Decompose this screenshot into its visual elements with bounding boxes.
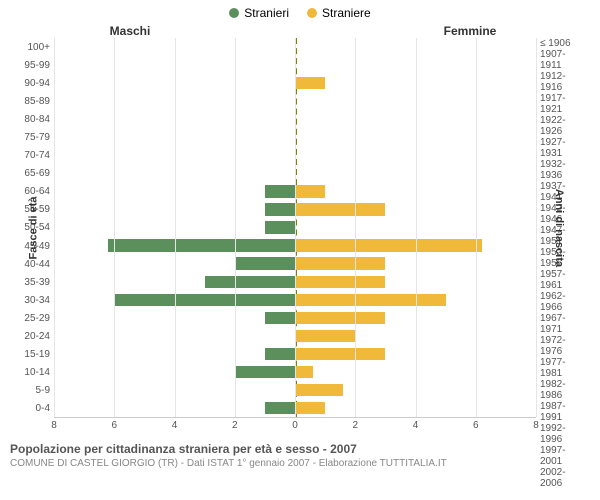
bar-female: [295, 384, 343, 396]
bar-female: [295, 348, 385, 360]
chart-area: Fasce di età Anni di nascita 100+95-9990…: [0, 38, 600, 418]
bar-female: [295, 77, 325, 89]
y-tick-age: 35-39: [18, 273, 54, 291]
bar-female: [295, 330, 355, 342]
legend-male-swatch: [229, 8, 239, 18]
y-tick-age: 75-79: [18, 128, 54, 146]
bar-male: [265, 402, 295, 414]
y-axis-left-title: Fasce di età: [27, 197, 39, 260]
x-tick: 4: [172, 420, 178, 431]
gridline: [54, 38, 55, 417]
y-tick-birth: 1957-1961: [536, 269, 582, 291]
bar-male: [265, 203, 295, 215]
gridline: [175, 38, 176, 417]
chart-legend: Stranieri Straniere: [0, 0, 600, 20]
header-female: Femmine: [300, 24, 600, 38]
gridline: [295, 38, 296, 417]
x-tick: 4: [413, 420, 419, 431]
x-tick: 6: [473, 420, 479, 431]
bar-male: [235, 257, 295, 269]
bar-male: [205, 276, 295, 288]
y-tick-age: 20-24: [18, 328, 54, 346]
y-tick-age: 80-84: [18, 110, 54, 128]
y-tick-birth: 1922-1926: [536, 115, 582, 137]
legend-male-label: Stranieri: [244, 6, 289, 20]
x-tick: 2: [352, 420, 358, 431]
y-tick-age: 90-94: [18, 74, 54, 92]
y-tick-birth: 1977-1981: [536, 357, 582, 379]
y-tick-age: 95-99: [18, 56, 54, 74]
bar-male: [235, 366, 295, 378]
y-tick-age: 25-29: [18, 309, 54, 327]
x-tick: 6: [111, 420, 117, 431]
y-tick-age: 65-69: [18, 165, 54, 183]
bar-female: [295, 366, 313, 378]
bar-female: [295, 294, 446, 306]
bar-female: [295, 402, 325, 414]
caption-subtitle: COMUNE DI CASTEL GIORGIO (TR) - Dati IST…: [10, 458, 590, 469]
bar-female: [295, 239, 482, 251]
x-tick: 8: [51, 420, 57, 431]
bar-male: [265, 185, 295, 197]
plot-area: [54, 38, 536, 418]
y-tick-age: 70-74: [18, 147, 54, 165]
gridline: [476, 38, 477, 417]
y-tick-age: 85-89: [18, 92, 54, 110]
y-tick-birth: 1932-1936: [536, 159, 582, 181]
y-tick-birth: 1992-1996: [536, 423, 582, 445]
gridline: [536, 38, 537, 417]
bar-male: [108, 239, 295, 251]
bar-male: [265, 221, 295, 233]
y-tick-age: 30-34: [18, 291, 54, 309]
y-tick-birth: 1997-2001: [536, 445, 582, 467]
y-tick-age: 5-9: [18, 382, 54, 400]
x-tick: 2: [232, 420, 238, 431]
y-tick-age: 100+: [18, 38, 54, 56]
bar-male: [114, 294, 295, 306]
header-male: Maschi: [0, 24, 300, 38]
gridline: [416, 38, 417, 417]
bar-female: [295, 312, 385, 324]
y-tick-birth: 1912-1916: [536, 71, 582, 93]
caption-title: Popolazione per cittadinanza straniera p…: [10, 442, 590, 456]
x-tick: 0: [292, 420, 298, 431]
bar-female: [295, 185, 325, 197]
y-tick-birth: 2002-2006: [536, 467, 582, 489]
bar-female: [295, 203, 385, 215]
bar-male: [265, 312, 295, 324]
x-tick: 8: [533, 420, 539, 431]
y-ticks-birth: ≤ 19061907-19111912-19161917-19211922-19…: [536, 38, 600, 418]
gridline: [235, 38, 236, 417]
column-headers: Maschi Femmine: [0, 24, 600, 38]
y-tick-age: 10-14: [18, 364, 54, 382]
y-tick-birth: 1917-1921: [536, 93, 582, 115]
bar-male: [265, 348, 295, 360]
y-tick-birth: 1907-1911: [536, 49, 582, 71]
y-tick-birth: 1982-1986: [536, 379, 582, 401]
y-axis-right-title: Anni di nascita: [553, 189, 565, 267]
y-tick-age: 15-19: [18, 346, 54, 364]
y-tick-birth: 1962-1966: [536, 291, 582, 313]
legend-female-label: Straniere: [322, 6, 371, 20]
y-tick-birth: 1972-1976: [536, 335, 582, 357]
y-tick-birth: 1967-1971: [536, 313, 582, 335]
x-axis: 8 6 4 2 0 2 4 6 8: [54, 418, 536, 434]
legend-male: Stranieri: [229, 6, 289, 20]
gridline: [355, 38, 356, 417]
caption: Popolazione per cittadinanza straniera p…: [0, 434, 600, 469]
gridline: [114, 38, 115, 417]
bar-female: [295, 257, 385, 269]
y-tick-birth: ≤ 1906: [536, 38, 582, 49]
y-tick-age: 0-4: [18, 400, 54, 418]
legend-female-swatch: [307, 8, 317, 18]
bar-female: [295, 276, 385, 288]
legend-female: Straniere: [307, 6, 371, 20]
y-tick-birth: 1987-1991: [536, 401, 582, 423]
y-tick-birth: 1927-1931: [536, 137, 582, 159]
